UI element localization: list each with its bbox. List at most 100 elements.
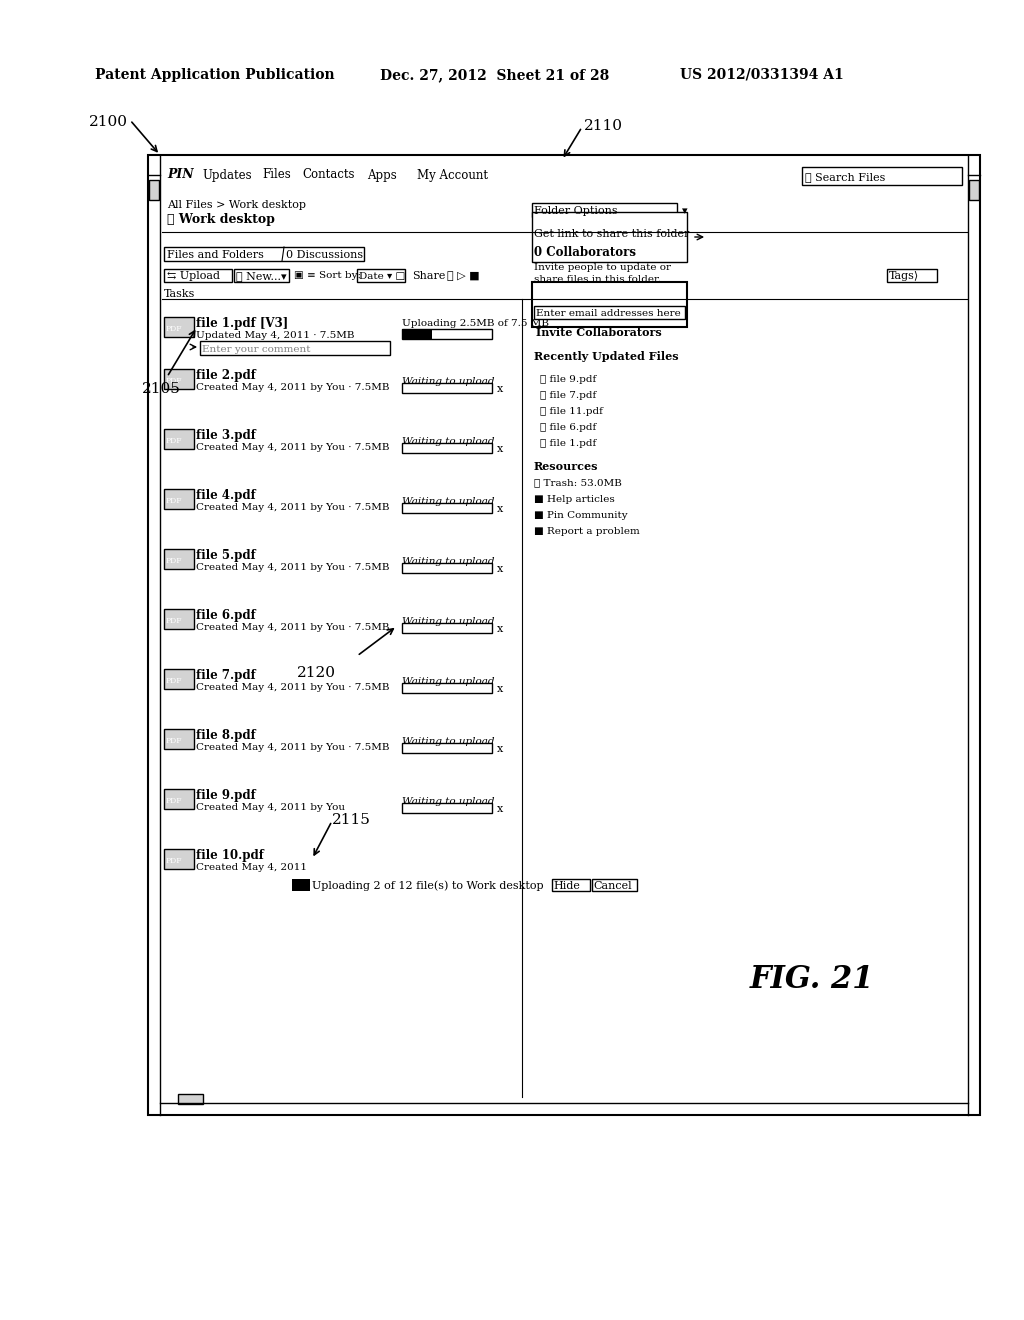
Text: 2115: 2115	[332, 813, 371, 828]
Text: file 9.pdf: file 9.pdf	[196, 789, 256, 803]
Text: Tasks: Tasks	[164, 289, 196, 300]
Text: Invite Collaborators: Invite Collaborators	[536, 327, 662, 338]
FancyBboxPatch shape	[402, 623, 492, 634]
Text: Created May 4, 2011 by You · 7.5MB: Created May 4, 2011 by You · 7.5MB	[196, 562, 389, 572]
Text: Created May 4, 2011 by You · 7.5MB: Created May 4, 2011 by You · 7.5MB	[196, 383, 389, 392]
Text: Waiting to upload: Waiting to upload	[402, 437, 495, 446]
Text: ⇆ Upload: ⇆ Upload	[167, 271, 220, 281]
Text: ☐ file 6.pdf: ☐ file 6.pdf	[540, 424, 596, 433]
Text: Created May 4, 2011 by You · 7.5MB: Created May 4, 2011 by You · 7.5MB	[196, 442, 389, 451]
FancyBboxPatch shape	[234, 269, 289, 282]
Text: ☐ Trash: 53.0MB: ☐ Trash: 53.0MB	[534, 479, 622, 487]
Text: Date ▾ □: Date ▾ □	[359, 272, 406, 281]
Text: PIN: PIN	[167, 169, 194, 181]
Text: Cancel: Cancel	[593, 880, 632, 891]
Text: Invite people to update or: Invite people to update or	[534, 263, 671, 272]
Text: Recently Updated Files: Recently Updated Files	[534, 351, 679, 363]
FancyBboxPatch shape	[292, 879, 310, 891]
Text: ☐ file 9.pdf: ☐ file 9.pdf	[540, 375, 596, 384]
Text: Created May 4, 2011: Created May 4, 2011	[196, 862, 307, 871]
Text: ☐ ▷ ■: ☐ ▷ ■	[447, 271, 479, 281]
Text: Files and Folders: Files and Folders	[167, 249, 264, 260]
Text: Hide: Hide	[553, 880, 580, 891]
Text: ▾: ▾	[682, 206, 688, 216]
Text: 0 Discussions: 0 Discussions	[286, 249, 364, 260]
FancyBboxPatch shape	[532, 282, 687, 327]
Text: PDF: PDF	[166, 857, 182, 865]
Text: US 2012/0331394 A1: US 2012/0331394 A1	[680, 69, 844, 82]
Text: x: x	[497, 564, 503, 574]
Text: Updated May 4, 2011 · 7.5MB: Updated May 4, 2011 · 7.5MB	[196, 330, 354, 339]
FancyBboxPatch shape	[552, 879, 590, 891]
Text: Patent Application Publication: Patent Application Publication	[95, 69, 335, 82]
FancyBboxPatch shape	[802, 168, 962, 185]
Text: ☐ file 11.pdf: ☐ file 11.pdf	[540, 408, 603, 417]
FancyBboxPatch shape	[164, 609, 194, 630]
Text: Resources: Resources	[534, 462, 598, 473]
Text: PDF: PDF	[166, 737, 182, 744]
Text: Contacts: Contacts	[302, 169, 354, 181]
Text: 2120: 2120	[297, 667, 336, 680]
Text: PDF: PDF	[166, 498, 182, 506]
FancyBboxPatch shape	[164, 429, 194, 449]
Text: file 7.pdf: file 7.pdf	[196, 669, 256, 682]
Text: Waiting to upload: Waiting to upload	[402, 737, 495, 746]
FancyBboxPatch shape	[402, 803, 492, 813]
Text: Folder Options: Folder Options	[534, 206, 617, 216]
Text: Created May 4, 2011 by You · 7.5MB: Created May 4, 2011 by You · 7.5MB	[196, 623, 389, 631]
FancyBboxPatch shape	[402, 383, 492, 393]
Text: Get link to share this folder: Get link to share this folder	[534, 228, 689, 239]
Text: PDF: PDF	[166, 797, 182, 805]
Text: All Files > Work desktop: All Files > Work desktop	[167, 201, 306, 210]
Text: PDF: PDF	[166, 616, 182, 624]
Text: Share: Share	[412, 271, 445, 281]
Text: Waiting to upload: Waiting to upload	[402, 616, 495, 626]
FancyBboxPatch shape	[402, 444, 492, 453]
FancyBboxPatch shape	[357, 269, 406, 282]
Text: Uploading 2 of 12 file(s) to Work desktop: Uploading 2 of 12 file(s) to Work deskto…	[312, 880, 544, 891]
Text: PDF: PDF	[166, 437, 182, 445]
Text: Created May 4, 2011 by You · 7.5MB: Created May 4, 2011 by You · 7.5MB	[196, 682, 389, 692]
Text: PDF: PDF	[166, 677, 182, 685]
Text: ⌕ Search Files: ⌕ Search Files	[805, 172, 886, 182]
Text: Enter email addresses here: Enter email addresses here	[536, 309, 681, 318]
FancyBboxPatch shape	[592, 879, 637, 891]
Text: ☐ Work desktop: ☐ Work desktop	[167, 213, 274, 226]
Text: ▣ ≡ Sort by:: ▣ ≡ Sort by:	[294, 272, 361, 281]
FancyBboxPatch shape	[164, 549, 194, 569]
Text: ■ Help articles: ■ Help articles	[534, 495, 614, 503]
FancyBboxPatch shape	[402, 329, 492, 339]
Text: x: x	[497, 504, 503, 513]
Text: file 1.pdf [V3]: file 1.pdf [V3]	[196, 318, 288, 330]
FancyBboxPatch shape	[164, 669, 194, 689]
FancyBboxPatch shape	[150, 180, 159, 201]
Text: Uploading 2.5MB of 7.5 MB: Uploading 2.5MB of 7.5 MB	[402, 319, 549, 329]
FancyBboxPatch shape	[402, 503, 492, 513]
Text: Waiting to upload: Waiting to upload	[402, 376, 495, 385]
FancyBboxPatch shape	[164, 247, 364, 261]
FancyBboxPatch shape	[148, 154, 980, 1115]
Text: file 5.pdf: file 5.pdf	[196, 549, 256, 562]
FancyBboxPatch shape	[402, 743, 492, 752]
FancyBboxPatch shape	[164, 317, 194, 337]
Text: Waiting to upload: Waiting to upload	[402, 496, 495, 506]
Text: 2105: 2105	[142, 381, 181, 396]
FancyBboxPatch shape	[164, 269, 232, 282]
Text: My Account: My Account	[417, 169, 488, 181]
Text: file 4.pdf: file 4.pdf	[196, 490, 256, 503]
Text: Waiting to upload: Waiting to upload	[402, 676, 495, 685]
Text: Created May 4, 2011 by You · 7.5MB: Created May 4, 2011 by You · 7.5MB	[196, 742, 389, 751]
FancyBboxPatch shape	[164, 488, 194, 510]
FancyBboxPatch shape	[887, 269, 937, 282]
FancyBboxPatch shape	[402, 564, 492, 573]
Text: Waiting to upload: Waiting to upload	[402, 557, 495, 565]
Text: 2110: 2110	[584, 119, 623, 133]
FancyBboxPatch shape	[969, 180, 979, 201]
Text: Tags⟩: Tags⟩	[889, 271, 920, 281]
FancyBboxPatch shape	[164, 789, 194, 809]
FancyBboxPatch shape	[164, 729, 194, 748]
Text: x: x	[497, 384, 503, 393]
Text: Created May 4, 2011 by You · 7.5MB: Created May 4, 2011 by You · 7.5MB	[196, 503, 389, 511]
Text: 2100: 2100	[89, 115, 128, 129]
Text: file 8.pdf: file 8.pdf	[196, 730, 256, 742]
